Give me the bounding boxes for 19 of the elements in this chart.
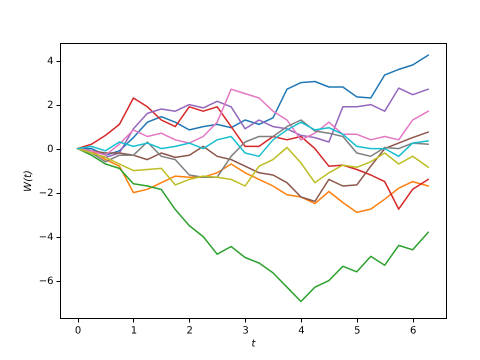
x-tick-label: 4 bbox=[298, 326, 305, 336]
y-tick-label: 0 bbox=[47, 144, 54, 156]
x-tick-label: 0 bbox=[74, 326, 82, 336]
y-tick-label: −2 bbox=[38, 188, 54, 200]
y-tick-label: 4 bbox=[47, 56, 54, 68]
x-tick-label: 5 bbox=[354, 326, 360, 336]
x-tick-label: 6 bbox=[410, 326, 416, 336]
x-tick-label: 1 bbox=[130, 326, 138, 336]
y-tick-label: −6 bbox=[38, 276, 54, 288]
x-axis-title: t bbox=[252, 338, 257, 350]
line-series bbox=[76, 97, 430, 210]
line-series bbox=[76, 121, 430, 158]
y-tick-label: 2 bbox=[47, 100, 54, 112]
x-tick-label: 2 bbox=[186, 326, 193, 336]
y-axis-title: W(t) bbox=[22, 170, 34, 192]
x-tick-label: 3 bbox=[242, 326, 249, 336]
line-series bbox=[76, 146, 430, 187]
line-series bbox=[76, 148, 430, 302]
y-tick-label: −4 bbox=[38, 232, 54, 244]
